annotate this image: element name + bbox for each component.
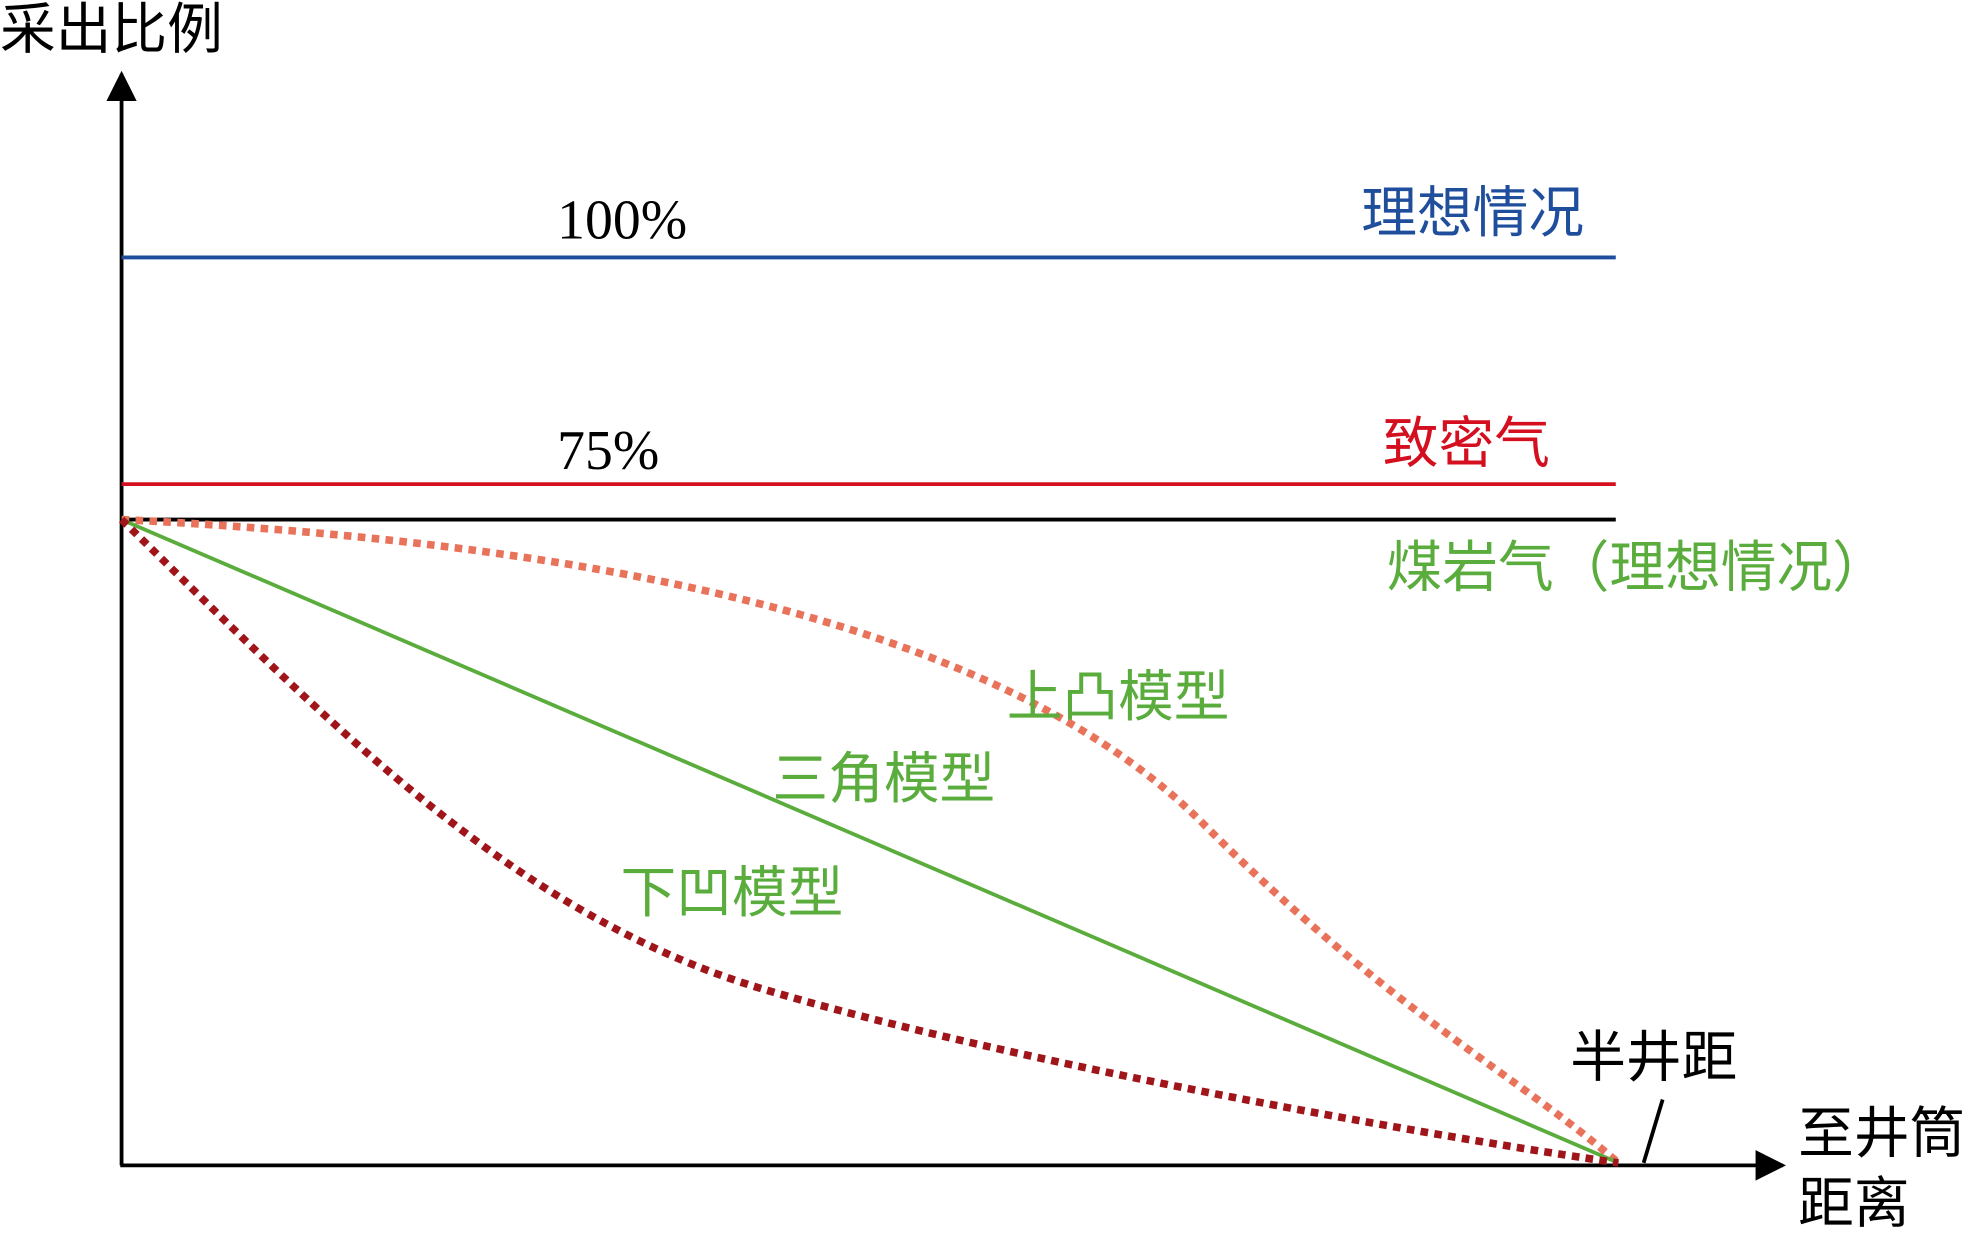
x-axis-label: 至井筒 xyxy=(1798,1104,1965,1166)
model-label: 下凹模型 xyxy=(620,863,843,925)
line-label: 煤岩气（理想情况） xyxy=(1387,538,1888,600)
convex-curve xyxy=(121,515,1621,1166)
y-axis-label: 采出比例 xyxy=(0,0,223,62)
model-label: 上凸模型 xyxy=(1007,667,1230,729)
line-label: 理想情况 xyxy=(1361,183,1584,245)
model-label: 三角模型 xyxy=(772,749,995,811)
annotation: 半井距 xyxy=(1570,1028,1737,1090)
percent-label: 100% xyxy=(557,189,687,251)
percent-label: 75% xyxy=(557,420,659,482)
concave-curve xyxy=(118,516,1619,1167)
line-label: 致密气 xyxy=(1383,414,1550,476)
triangle-line xyxy=(120,517,1620,1165)
x-axis-label: 距离 xyxy=(1798,1173,1909,1235)
annotation-pointer xyxy=(1641,1098,1665,1164)
